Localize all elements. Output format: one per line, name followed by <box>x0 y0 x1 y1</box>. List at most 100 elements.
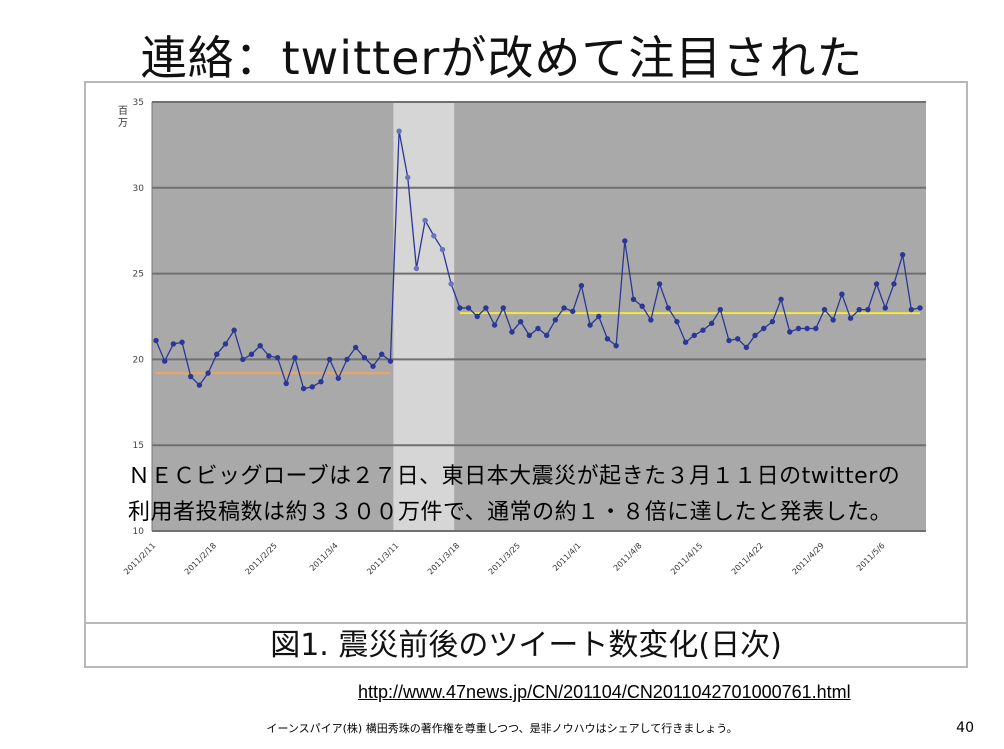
data-point <box>578 282 585 289</box>
data-point <box>205 370 211 376</box>
data-point <box>413 265 420 272</box>
data-point <box>509 329 515 335</box>
data-point <box>899 252 906 258</box>
x-tick-label: 2011/4/15 <box>669 541 704 576</box>
data-point <box>300 385 307 392</box>
data-point <box>639 303 645 309</box>
x-tick-label: 2011/5/6 <box>855 541 887 573</box>
data-point <box>188 373 194 380</box>
x-tick-label: 2011/3/11 <box>365 541 400 576</box>
highlight-band <box>393 102 455 531</box>
data-point <box>648 317 654 323</box>
data-point <box>787 329 793 335</box>
source-link[interactable]: http://www.47news.jp/CN/201104/CN2011042… <box>358 682 851 702</box>
x-tick-label: 2011/2/25 <box>244 541 279 576</box>
x-tick-label: 2011/3/4 <box>308 541 340 573</box>
data-point <box>266 353 272 359</box>
y-tick-label: 25 <box>133 270 144 280</box>
data-point <box>517 318 524 325</box>
announcement-line-2: 利用者投稿数は約３３００万件で、通常の約１・８倍に達したと発表した。 <box>128 500 893 525</box>
data-point <box>283 380 289 387</box>
x-tick-label: 2011/4/29 <box>791 541 826 576</box>
data-point <box>248 351 255 357</box>
y-tick-label: 10 <box>133 527 145 537</box>
data-point <box>379 351 385 357</box>
data-point <box>561 305 567 311</box>
data-point <box>604 336 611 342</box>
data-point <box>708 320 715 327</box>
y-axis-unit-label-bottom: 万 <box>118 118 128 129</box>
data-point <box>396 128 402 134</box>
data-point <box>448 281 454 287</box>
data-point <box>153 337 159 344</box>
data-point <box>465 305 472 311</box>
data-point <box>743 344 750 351</box>
data-point <box>847 315 854 321</box>
data-point <box>352 344 359 351</box>
data-point <box>535 325 541 332</box>
data-point <box>552 317 559 323</box>
x-tick-label: 2011/4/1 <box>551 541 583 573</box>
data-point <box>370 363 376 369</box>
caption-divider <box>84 622 968 624</box>
y-tick-label: 20 <box>133 355 145 365</box>
data-point <box>873 281 880 287</box>
data-point <box>665 305 671 311</box>
data-point <box>543 332 550 339</box>
y-axis-unit-label-top: 百 <box>118 105 128 117</box>
data-point <box>422 217 428 224</box>
data-point <box>804 325 810 332</box>
data-point <box>309 384 315 390</box>
data-point <box>856 306 862 313</box>
data-point <box>821 306 828 313</box>
data-point <box>865 306 871 313</box>
data-point <box>387 358 394 364</box>
data-point <box>483 305 489 311</box>
data-point <box>587 322 593 328</box>
data-point <box>769 318 776 325</box>
y-tick-label: 15 <box>133 441 144 451</box>
data-point <box>231 327 237 333</box>
data-point <box>795 325 802 332</box>
data-point <box>882 305 888 311</box>
x-tick-label: 2011/2/18 <box>183 541 218 576</box>
data-point <box>196 382 203 388</box>
data-point <box>326 356 333 363</box>
data-point <box>630 296 637 303</box>
data-point <box>318 379 324 385</box>
y-tick-label: 30 <box>133 184 145 194</box>
x-tick-label: 2011/3/25 <box>487 541 522 576</box>
data-point <box>526 332 533 339</box>
data-point <box>439 246 446 253</box>
data-point <box>222 341 229 347</box>
data-point <box>682 339 689 345</box>
slide-title: 連絡：twitterが改めて注目された <box>140 31 864 85</box>
data-point <box>292 354 298 361</box>
data-point <box>457 305 463 311</box>
data-point <box>474 313 480 320</box>
data-point <box>240 356 246 363</box>
data-point <box>839 291 845 297</box>
data-point <box>813 325 819 332</box>
y-tick-label: 35 <box>133 98 144 108</box>
data-point <box>431 233 437 239</box>
data-point <box>500 305 506 311</box>
data-point <box>596 313 602 320</box>
data-point <box>830 317 836 323</box>
figure-caption: 図1. 震災前後のツイート数変化(日次) <box>270 628 782 663</box>
plot-layer <box>152 102 926 531</box>
data-point <box>257 342 263 349</box>
series-layer <box>153 128 923 392</box>
plot-background <box>152 102 926 531</box>
data-point <box>170 341 177 347</box>
data-point <box>161 358 168 364</box>
data-point <box>405 174 411 181</box>
data-point <box>778 296 784 303</box>
data-point <box>656 281 663 287</box>
data-point <box>700 327 706 333</box>
data-point <box>752 332 758 339</box>
data-point <box>214 351 220 357</box>
data-point <box>361 354 368 361</box>
x-tick-label: 2011/2/11 <box>122 541 157 576</box>
